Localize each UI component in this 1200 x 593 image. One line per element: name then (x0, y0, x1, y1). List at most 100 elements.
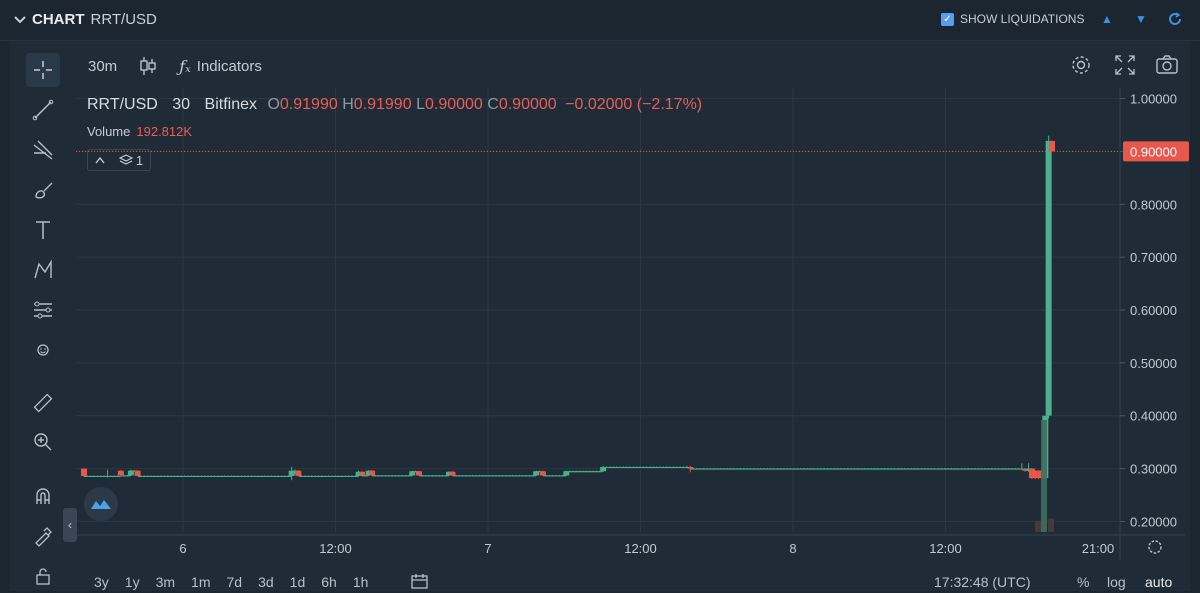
candle-body (231, 475, 238, 477)
candle-body (626, 466, 633, 468)
candle-body (935, 468, 942, 470)
candle-body (724, 468, 731, 470)
candle-body (781, 468, 788, 470)
candle-body (985, 468, 992, 470)
candle-body (352, 475, 359, 477)
trendline-tool-icon[interactable] (26, 93, 60, 127)
candle-body (633, 466, 640, 468)
checkbox-checked-icon[interactable]: ✓ (941, 12, 954, 26)
chevron-down-icon (14, 15, 26, 23)
chevron-up-icon (95, 156, 105, 164)
candle-body (533, 471, 540, 476)
candle-body (898, 468, 905, 470)
candle-body (147, 475, 154, 477)
candle-body (158, 475, 165, 477)
range-3y[interactable]: 3y (94, 574, 109, 590)
pattern-tool-icon[interactable] (26, 253, 60, 287)
legend-open-label: O (267, 96, 280, 113)
percent-toggle[interactable]: % (1077, 574, 1090, 590)
candle-body (787, 468, 794, 470)
candle-type-button[interactable] (139, 55, 157, 77)
candle-body (174, 475, 181, 477)
candle-body (1022, 468, 1029, 471)
candle-body (603, 466, 610, 468)
range-1m[interactable]: 1m (191, 574, 211, 590)
axis-settings-gear-icon[interactable] (1148, 540, 1162, 554)
candle-body (124, 475, 131, 477)
range-1d[interactable]: 1d (289, 574, 306, 590)
candle-body (891, 468, 898, 470)
candle-body (680, 466, 687, 468)
drawing-toolbar (14, 41, 72, 591)
show-liquidations-toggle[interactable]: ✓ SHOW LIQUIDATIONS (941, 12, 1084, 26)
candle-body (318, 475, 325, 477)
candle-body (519, 475, 526, 477)
refresh-icon[interactable] (1168, 12, 1182, 26)
candle-body (154, 475, 161, 477)
range-3m[interactable]: 3m (155, 574, 176, 590)
candle-body (801, 468, 808, 470)
zoom-in-tool-icon[interactable] (26, 425, 60, 459)
candle-body (814, 468, 821, 470)
log-toggle[interactable]: log (1107, 574, 1126, 590)
candle-body (807, 468, 814, 470)
lock-icon[interactable] (26, 559, 60, 593)
settings-gear-icon[interactable] (1070, 54, 1092, 76)
crosshair-tool-icon[interactable] (26, 53, 60, 87)
chart-header-toggle[interactable]: CHART RRT/USD (14, 11, 157, 28)
lock-drawing-tool-icon[interactable] (26, 519, 60, 553)
move-up-icon[interactable]: ▲ (1101, 12, 1113, 26)
candle-body (214, 475, 221, 477)
emoji-tool-icon[interactable] (26, 333, 60, 367)
candle-body (811, 468, 818, 470)
brush-tool-icon[interactable] (26, 173, 60, 207)
candle-body (931, 468, 938, 470)
go-to-date-calendar-icon[interactable] (410, 572, 430, 590)
collapse-toolbar-chevron-left-icon[interactable]: ‹ (63, 508, 77, 542)
candle-body (121, 475, 128, 477)
range-7d[interactable]: 7d (226, 574, 243, 590)
candle-body (399, 475, 406, 477)
range-6h[interactable]: 6h (321, 574, 337, 590)
move-down-icon[interactable]: ▼ (1135, 12, 1147, 26)
candle-body (647, 466, 654, 468)
fib-tool-icon[interactable] (26, 133, 60, 167)
candle-body (737, 468, 744, 470)
candle-body (620, 466, 627, 468)
x-tick-label: 21:00 (1082, 541, 1115, 556)
candle-body (616, 466, 623, 468)
fullscreen-icon[interactable] (1114, 54, 1136, 76)
last-price-label: 0.90000 (1130, 144, 1177, 159)
candle-body (720, 468, 727, 470)
utc-clock[interactable]: 17:32:48 (UTC) (934, 574, 1031, 590)
camera-screenshot-icon[interactable] (1155, 54, 1179, 76)
candle-body (281, 475, 288, 477)
candle-body (198, 475, 205, 477)
candle-body (861, 468, 868, 470)
candle-body (322, 475, 329, 477)
tradingview-logo-icon[interactable] (84, 487, 118, 521)
indicators-button[interactable]: ƒₓ Indicators (179, 57, 262, 76)
studies-count: 1 (135, 152, 144, 168)
studies-toggle[interactable]: 1 (87, 149, 151, 171)
range-1h[interactable]: 1h (352, 574, 369, 590)
range-3d[interactable]: 3d (258, 574, 274, 590)
prediction-tool-icon[interactable] (26, 293, 60, 327)
candle-body (1015, 468, 1022, 470)
candle-body (409, 471, 416, 476)
candle-body (770, 468, 777, 470)
candle-body (559, 475, 566, 477)
candle-body (476, 475, 483, 477)
range-1y[interactable]: 1y (124, 574, 140, 590)
candle-body (868, 468, 875, 470)
candle-body (127, 470, 134, 476)
magnet-tool-icon[interactable] (26, 479, 60, 513)
interval-button[interactable]: 30m (88, 57, 118, 75)
candle-body (851, 468, 858, 470)
bottom-bar: 3y 1y 3m 1m 7d 3d 1d 6h 1h 17:32:48 (UTC) % log … (76, 570, 1186, 591)
text-tool-icon[interactable] (26, 213, 60, 247)
ruler-tool-icon[interactable] (26, 386, 60, 420)
candle-body (908, 468, 915, 470)
auto-toggle[interactable]: auto (1145, 574, 1173, 590)
